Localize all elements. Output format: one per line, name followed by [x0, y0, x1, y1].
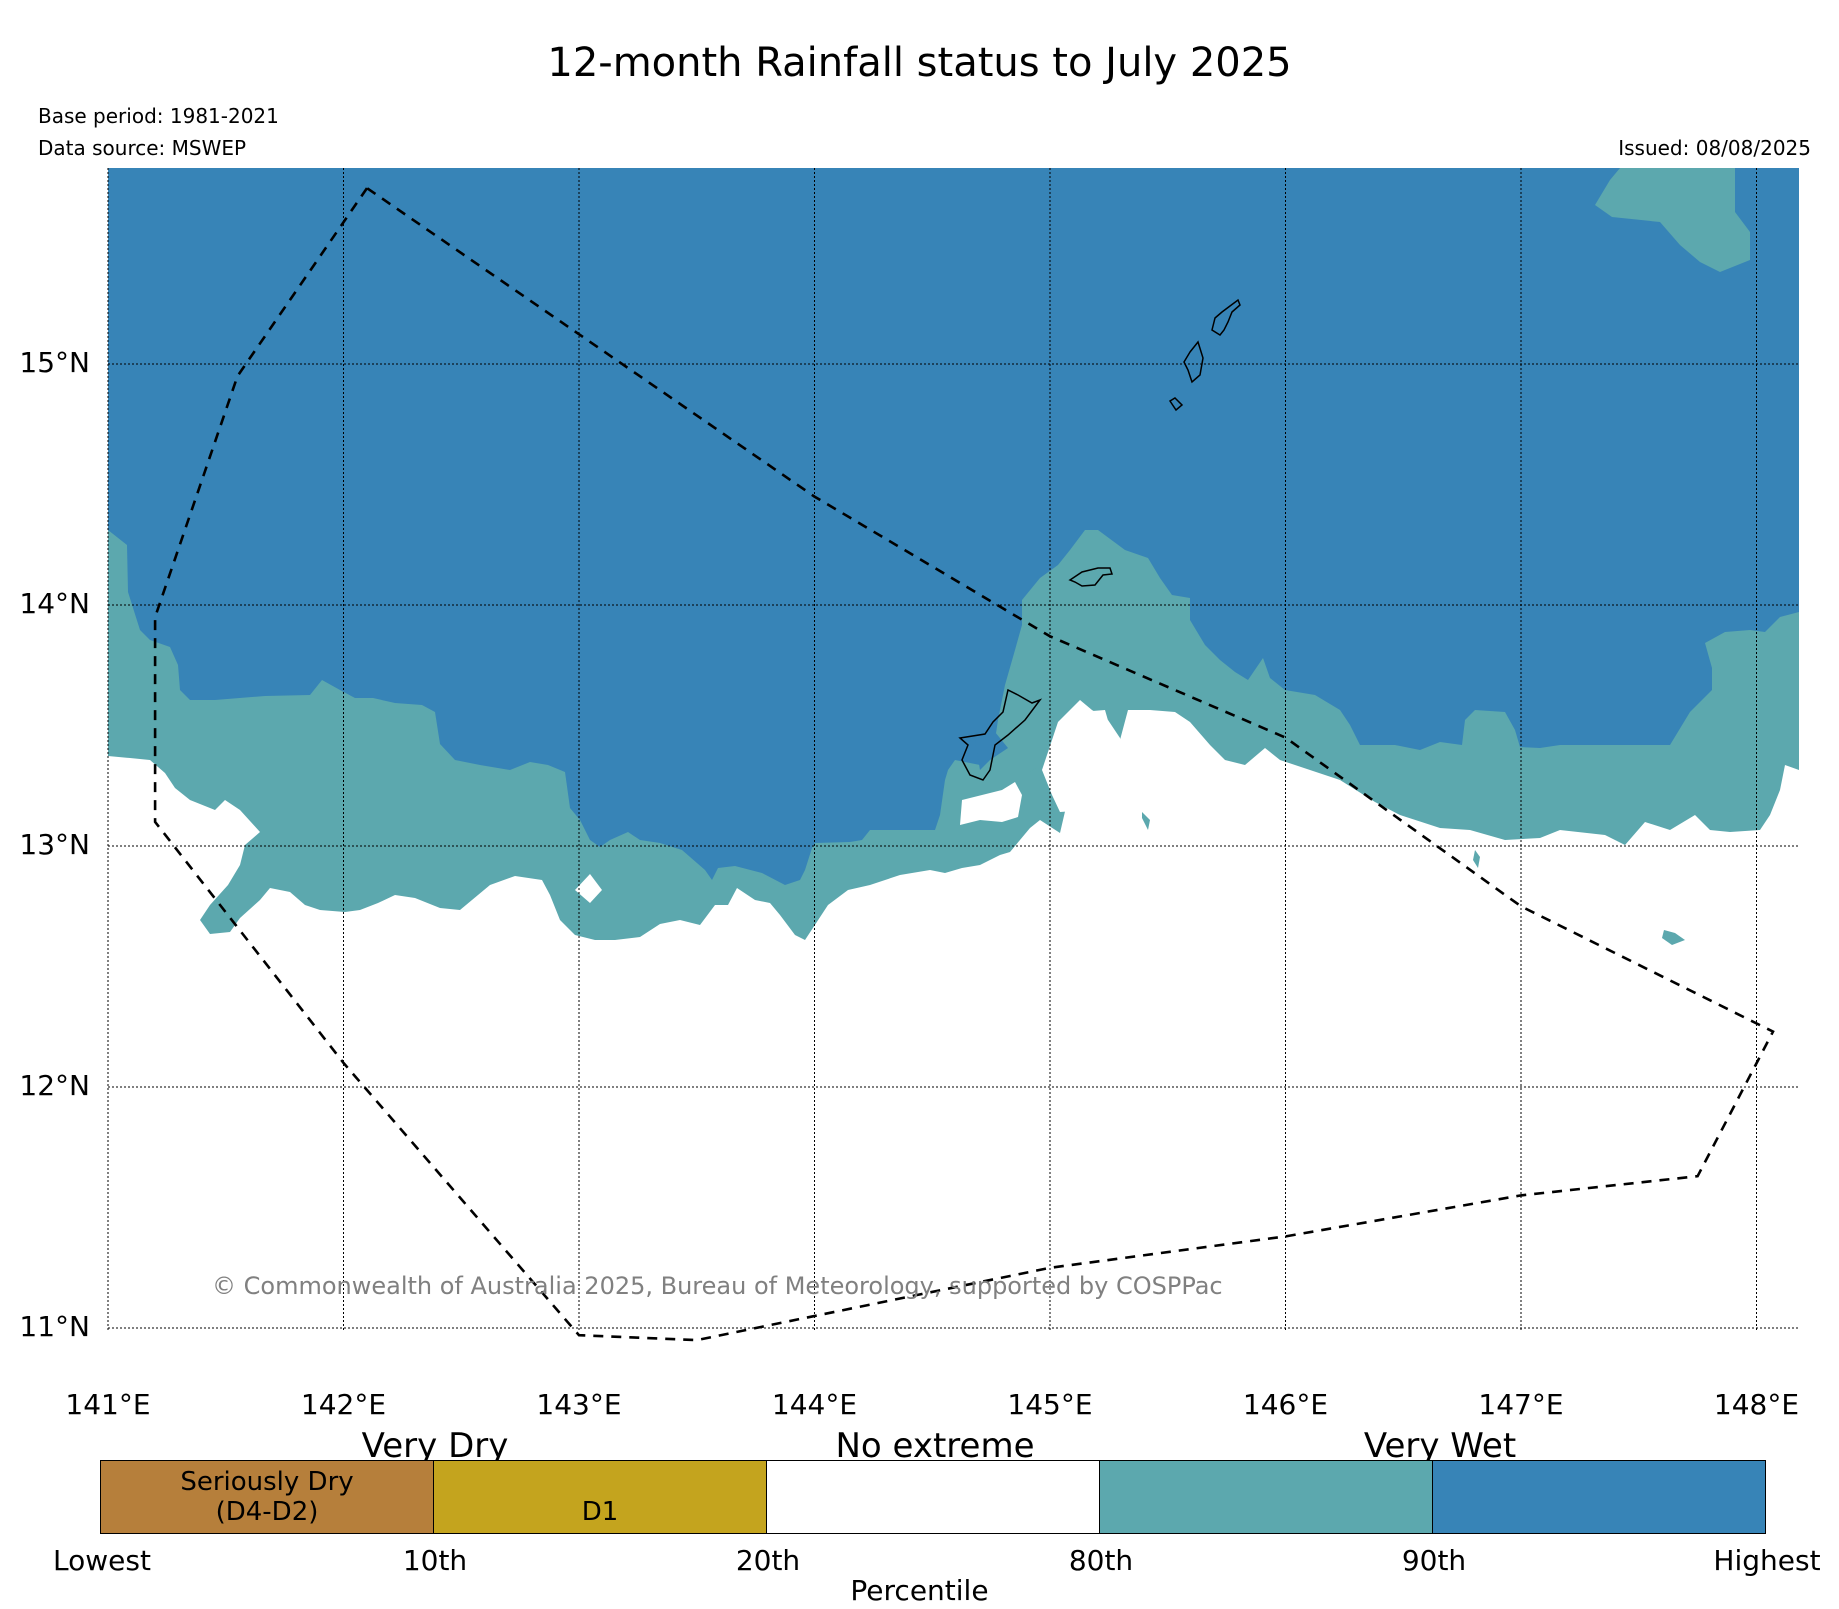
- latitude-label: 14°N: [19, 587, 90, 620]
- copyright-notice: © Commonwealth of Australia 2025, Bureau…: [212, 1272, 1223, 1300]
- legend-d1: D1: [434, 1461, 767, 1533]
- very-wet-90th-region: [108, 168, 1799, 885]
- eez-boundary: [153, 187, 1775, 1342]
- no-extreme-hole: [575, 874, 602, 903]
- category-very-dry: Very Dry: [361, 1426, 509, 1466]
- category-no-extreme: No extreme: [835, 1426, 1035, 1466]
- anatahan-outline: [1211, 298, 1241, 336]
- base-period: Base period: 1981-2021: [38, 104, 279, 128]
- latitude-label: 15°N: [19, 346, 90, 379]
- longitude-label: 145°E: [1007, 1388, 1093, 1421]
- legend-tick-highest: Highest: [1713, 1544, 1821, 1577]
- latitude-label: 13°N: [19, 828, 90, 861]
- legend-no-extreme: [767, 1461, 1100, 1533]
- guam-outline: [958, 688, 1043, 781]
- longitude-label: 146°E: [1242, 1388, 1329, 1421]
- legend-seriously-dry-line1: Seriously Dry: [180, 1467, 354, 1497]
- legend-xlabel: Percentile: [850, 1574, 989, 1607]
- map-title: 12-month Rainfall status to July 2025: [547, 40, 1292, 86]
- graticule: [107, 168, 1799, 1330]
- legend-seriously-dry: Seriously Dry (D4-D2): [101, 1461, 434, 1533]
- legend-colorbar: Seriously Dry (D4-D2) D1: [100, 1460, 1766, 1534]
- longitude-label: 142°E: [300, 1388, 387, 1421]
- very-wet-80th-patch: [1662, 930, 1685, 945]
- rota-outline: [1068, 567, 1114, 587]
- longitude-label: 143°E: [536, 1388, 622, 1421]
- island-outlines: [958, 298, 1241, 781]
- no-extreme-bay: [1042, 700, 1128, 812]
- category-very-wet: Very Wet: [1363, 1426, 1517, 1466]
- legend-seriously-dry-line2: (D4-D2): [215, 1497, 319, 1527]
- latitude-label: 12°N: [19, 1069, 90, 1102]
- very-wet-80th-patch: [1142, 812, 1150, 830]
- legend-tick-20th: 20th: [735, 1544, 801, 1577]
- longitude-label: 141°E: [65, 1388, 151, 1421]
- latitude-label: 11°N: [19, 1310, 90, 1343]
- very-wet-80th-patch: [1473, 850, 1480, 868]
- longitude-label: 148°E: [1713, 1388, 1800, 1421]
- very-wet-80th-patch: [1030, 762, 1036, 772]
- legend-90th-highest: [1433, 1461, 1765, 1533]
- legend-80th-90th: [1100, 1461, 1433, 1533]
- legend-tick-lowest: Lowest: [53, 1544, 151, 1577]
- tinian-outline: [1168, 397, 1184, 412]
- issued-date: Issued: 08/08/2025: [1618, 136, 1811, 160]
- saipan-outline: [1183, 340, 1204, 384]
- no-extreme-bay: [960, 782, 1022, 825]
- legend-tick-90th: 90th: [1401, 1544, 1467, 1577]
- longitude-label: 147°E: [1478, 1388, 1564, 1421]
- data-source: Data source: MSWEP: [38, 136, 247, 160]
- legend-d1-label: D1: [581, 1497, 619, 1527]
- legend-tick-10th: 10th: [402, 1544, 468, 1577]
- legend-tick-80th: 80th: [1068, 1544, 1134, 1577]
- longitude-label: 144°E: [771, 1388, 858, 1421]
